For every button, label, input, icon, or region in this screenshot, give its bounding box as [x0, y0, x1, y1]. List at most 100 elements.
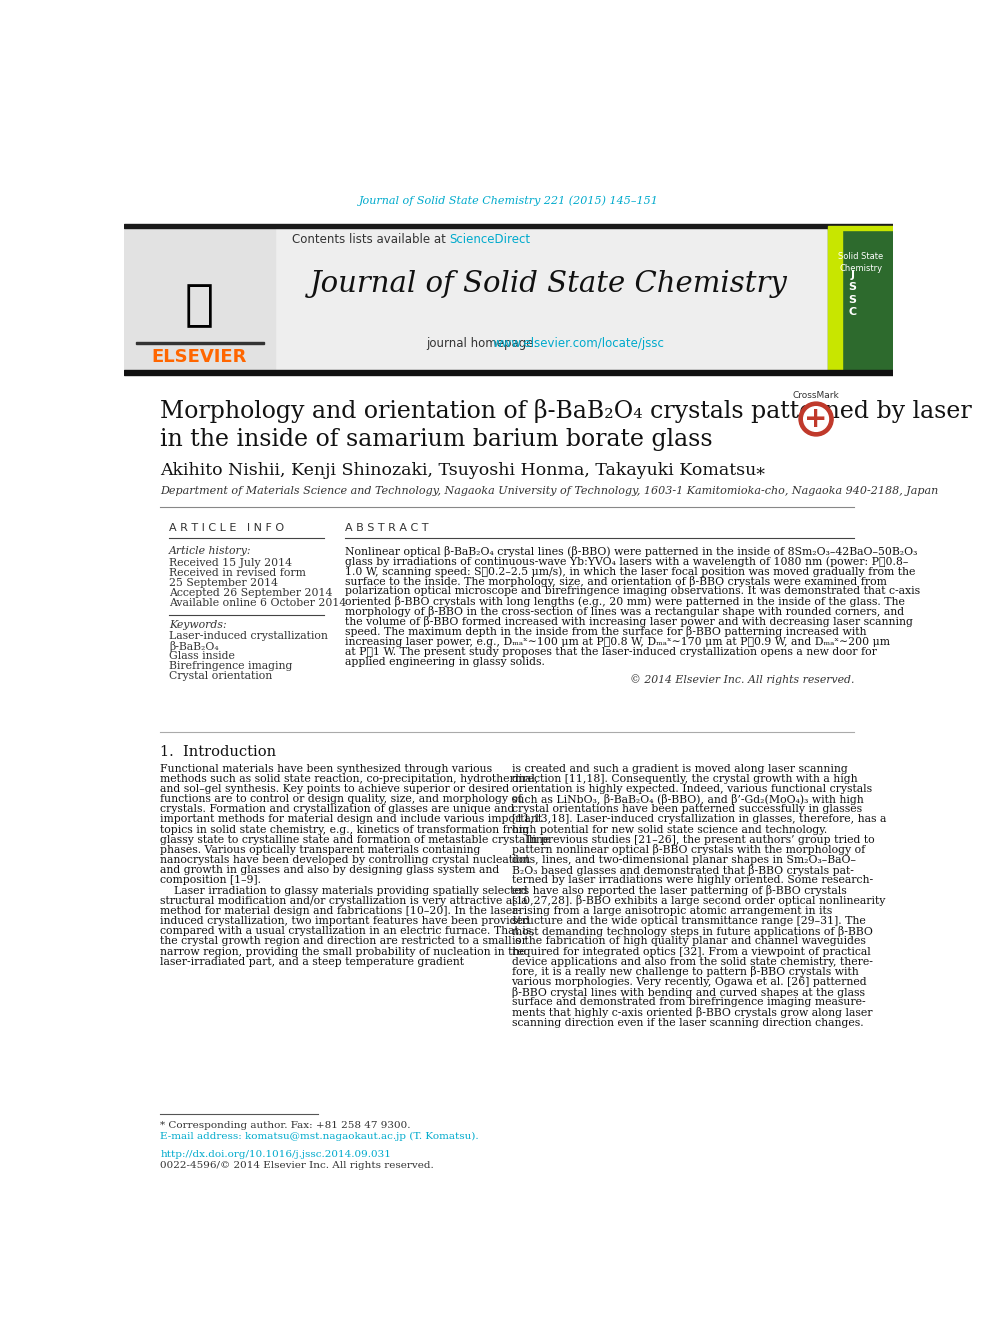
Text: the volume of β-BBO formed increased with increasing laser power and with decrea: the volume of β-BBO formed increased wit… [345, 617, 913, 627]
Text: topics in solid state chemistry, e.g., kinetics of transformation from: topics in solid state chemistry, e.g., k… [161, 824, 529, 835]
Text: Functional materials have been synthesized through various: Functional materials have been synthesiz… [161, 763, 493, 774]
Text: composition [1–9].: composition [1–9]. [161, 876, 262, 885]
Bar [124, 369, 893, 376]
Text: http://dx.doi.org/10.1016/j.jssc.2014.09.031: http://dx.doi.org/10.1016/j.jssc.2014.09… [161, 1150, 391, 1159]
Text: required for integrated optics [32]. From a viewpoint of practical: required for integrated optics [32]. Fro… [512, 946, 870, 957]
Text: B₂O₃ based glasses and demonstrated that β-BBO crystals pat-: B₂O₃ based glasses and demonstrated that… [512, 865, 853, 876]
Text: 1.  Introduction: 1. Introduction [161, 745, 277, 758]
Text: Akihito Nishii, Kenji Shinozaki, Tsuyoshi Honma, Takayuki Komatsu⁎: Akihito Nishii, Kenji Shinozaki, Tsuyosh… [161, 462, 766, 479]
Text: glassy state to crystalline state and formation of metastable crystalline: glassy state to crystalline state and fo… [161, 835, 550, 845]
Text: [10,27,28]. β-BBO exhibits a large second order optical nonlinearity: [10,27,28]. β-BBO exhibits a large secon… [512, 896, 885, 906]
Text: various morphologies. Very recently, Ogawa et al. [26] patterned: various morphologies. Very recently, Oga… [512, 978, 867, 987]
Text: important methods for material design and include various important: important methods for material design an… [161, 815, 543, 824]
Text: ers have also reported the laser patterning of β-BBO crystals: ers have also reported the laser pattern… [512, 885, 846, 896]
Text: at P＝1 W. The present study proposes that the laser-induced crystallization open: at P＝1 W. The present study proposes tha… [345, 647, 877, 656]
Text: is the fabrication of high quality planar and channel waveguides: is the fabrication of high quality plana… [512, 937, 865, 946]
Text: Crystal orientation: Crystal orientation [169, 671, 272, 681]
Text: narrow region, providing the small probability of nucleation in the: narrow region, providing the small proba… [161, 946, 526, 957]
Text: induced crystallization, two important features have been provided: induced crystallization, two important f… [161, 916, 530, 926]
Text: Accepted 26 September 2014: Accepted 26 September 2014 [169, 587, 332, 598]
Bar [124, 228, 275, 370]
Text: such as LiNbO₃, β-BaB₂O₄ (β-BBO), and β’-Gd₂(MoO₄)₃ with high: such as LiNbO₃, β-BaB₂O₄ (β-BBO), and β’… [512, 794, 863, 804]
Text: is created and such a gradient is moved along laser scanning: is created and such a gradient is moved … [512, 763, 847, 774]
Text: +: + [805, 405, 827, 433]
Bar [827, 228, 893, 370]
Text: the crystal growth region and direction are restricted to a small or: the crystal growth region and direction … [161, 937, 528, 946]
Text: crystal orientations have been patterned successfully in glasses: crystal orientations have been patterned… [512, 804, 862, 814]
Text: surface and demonstrated from birefringence imaging measure-: surface and demonstrated from birefringe… [512, 998, 865, 1007]
Text: Contents lists available at: Contents lists available at [292, 233, 449, 246]
Text: polarization optical microscope and birefringence imaging observations. It was d: polarization optical microscope and bire… [345, 586, 920, 597]
Text: compared with a usual crystallization in an electric furnace. That is,: compared with a usual crystallization in… [161, 926, 535, 937]
Text: Laser irradiation to glassy materials providing spatially selected: Laser irradiation to glassy materials pr… [161, 885, 528, 896]
Text: Solid State
Chemistry: Solid State Chemistry [838, 253, 884, 273]
Bar [827, 226, 893, 230]
Circle shape [804, 406, 828, 431]
Text: dots, lines, and two-dimensional planar shapes in Sm₂O₃–BaO–: dots, lines, and two-dimensional planar … [512, 855, 855, 865]
Text: ments that highly c-axis oriented β-BBO crystals grow along laser: ments that highly c-axis oriented β-BBO … [512, 1007, 872, 1017]
Text: phases. Various optically transparent materials containing: phases. Various optically transparent ma… [161, 845, 481, 855]
Text: terned by laser irradiations were highly oriented. Some research-: terned by laser irradiations were highly… [512, 876, 873, 885]
Text: Nonlinear optical β-BaB₂O₄ crystal lines (β-BBO) were patterned in the inside of: Nonlinear optical β-BaB₂O₄ crystal lines… [345, 546, 918, 557]
Text: glass by irradiations of continuous-wave Yb:YVO₄ lasers with a wavelength of 108: glass by irradiations of continuous-wave… [345, 556, 909, 566]
Text: Article history:: Article history: [169, 546, 251, 557]
Text: Available online 6 October 2014: Available online 6 October 2014 [169, 598, 346, 609]
Text: fore, it is a really new challenge to pattern β-BBO crystals with: fore, it is a really new challenge to pa… [512, 966, 858, 978]
Text: morphology of β-BBO in the cross-section of lines was a rectangular shape with r: morphology of β-BBO in the cross-section… [345, 606, 904, 617]
Text: In previous studies [21–26], the present authors’ group tried to: In previous studies [21–26], the present… [512, 835, 874, 845]
Bar [827, 228, 841, 370]
Text: high potential for new solid state science and technology.: high potential for new solid state scien… [512, 824, 826, 835]
Text: functions are to control or design quality, size, and morphology of: functions are to control or design quali… [161, 794, 523, 804]
Text: * Corresponding author. Fax: +81 258 47 9300.: * Corresponding author. Fax: +81 258 47 … [161, 1121, 411, 1130]
Text: pattern nonlinear optical β-BBO crystals with the morphology of: pattern nonlinear optical β-BBO crystals… [512, 844, 865, 856]
Text: arising from a large anisotropic atomic arrangement in its: arising from a large anisotropic atomic … [512, 906, 831, 916]
Text: direction [11,18]. Consequently, the crystal growth with a high: direction [11,18]. Consequently, the cry… [512, 774, 857, 783]
Text: crystals. Formation and crystallization of glasses are unique and: crystals. Formation and crystallization … [161, 804, 515, 814]
Bar [124, 228, 893, 370]
Text: and sol–gel synthesis. Key points to achieve superior or desired: and sol–gel synthesis. Key points to ach… [161, 785, 510, 794]
Text: A B S T R A C T: A B S T R A C T [345, 524, 429, 533]
Text: structure and the wide optical transmittance range [29–31]. The: structure and the wide optical transmitt… [512, 916, 865, 926]
Text: 🌿: 🌿 [185, 280, 213, 329]
Text: Received in revised form: Received in revised form [169, 568, 306, 578]
Text: Journal of Solid State Chemistry: Journal of Solid State Chemistry [310, 270, 788, 298]
Text: speed. The maximum depth in the inside from the surface for β-BBO patterning inc: speed. The maximum depth in the inside f… [345, 626, 866, 638]
Text: Department of Materials Science and Technology, Nagaoka University of Technology: Department of Materials Science and Tech… [161, 487, 938, 496]
Text: Birefringence imaging: Birefringence imaging [169, 662, 293, 671]
Text: A R T I C L E   I N F O: A R T I C L E I N F O [169, 524, 284, 533]
Text: Glass inside: Glass inside [169, 651, 235, 662]
Text: applied engineering in glassy solids.: applied engineering in glassy solids. [345, 656, 545, 667]
Circle shape [799, 402, 833, 437]
Text: ELSEVIER: ELSEVIER [152, 348, 247, 366]
Text: ScienceDirect: ScienceDirect [449, 233, 531, 246]
Text: structural modification and/or crystallization is very attractive as a: structural modification and/or crystalli… [161, 896, 528, 906]
Text: journal homepage:: journal homepage: [427, 337, 542, 351]
Text: Laser-induced crystallization: Laser-induced crystallization [169, 631, 327, 642]
Text: β-BBO crystal lines with bending and curved shapes at the glass: β-BBO crystal lines with bending and cur… [512, 987, 864, 998]
Text: 1.0 W, scanning speed: S＝0.2–2.5 μm/s), in which the laser focal position was mo: 1.0 W, scanning speed: S＝0.2–2.5 μm/s), … [345, 566, 916, 577]
Text: in the inside of samarium barium borate glass: in the inside of samarium barium borate … [161, 429, 713, 451]
Text: 25 September 2014: 25 September 2014 [169, 578, 278, 587]
Text: nanocrystals have been developed by controlling crystal nucleation: nanocrystals have been developed by cont… [161, 855, 531, 865]
Text: E-mail address: komatsu@mst.nagaokaut.ac.jp (T. Komatsu).: E-mail address: komatsu@mst.nagaokaut.ac… [161, 1132, 479, 1142]
Text: device applications and also from the solid state chemistry, there-: device applications and also from the so… [512, 957, 872, 967]
Text: [11,13,18]. Laser-induced crystallization in glasses, therefore, has a: [11,13,18]. Laser-induced crystallizatio… [512, 815, 886, 824]
Text: www.elsevier.com/locate/jssc: www.elsevier.com/locate/jssc [492, 337, 664, 351]
Text: 0022-4596/© 2014 Elsevier Inc. All rights reserved.: 0022-4596/© 2014 Elsevier Inc. All right… [161, 1162, 434, 1171]
Text: © 2014 Elsevier Inc. All rights reserved.: © 2014 Elsevier Inc. All rights reserved… [630, 673, 854, 685]
Text: methods such as solid state reaction, co-precipitation, hydrothermal,: methods such as solid state reaction, co… [161, 774, 539, 783]
Text: J
S
S
C: J S S C [848, 270, 856, 318]
Text: Journal of Solid State Chemistry 221 (2015) 145–151: Journal of Solid State Chemistry 221 (20… [358, 196, 659, 206]
Text: oriented β-BBO crystals with long lengths (e.g., 20 mm) were patterned in the in: oriented β-BBO crystals with long length… [345, 595, 905, 607]
Text: scanning direction even if the laser scanning direction changes.: scanning direction even if the laser sca… [512, 1017, 863, 1028]
Text: most demanding technology steps in future applications of β-BBO: most demanding technology steps in futur… [512, 926, 872, 937]
Bar [124, 224, 893, 228]
Text: Morphology and orientation of β-BaB₂O₄ crystals patterned by laser: Morphology and orientation of β-BaB₂O₄ c… [161, 400, 972, 423]
Text: and growth in glasses and also by designing glass system and: and growth in glasses and also by design… [161, 865, 500, 876]
Text: Keywords:: Keywords: [169, 620, 226, 630]
Text: β-BaB₂O₄: β-BaB₂O₄ [169, 640, 218, 652]
Text: laser-irradiated part, and a steep temperature gradient: laser-irradiated part, and a steep tempe… [161, 957, 464, 967]
Text: surface to the inside. The morphology, size, and orientation of β-BBO crystals w: surface to the inside. The morphology, s… [345, 576, 887, 587]
Text: Received 15 July 2014: Received 15 July 2014 [169, 558, 292, 568]
Text: orientation is highly expected. Indeed, various functional crystals: orientation is highly expected. Indeed, … [512, 785, 872, 794]
